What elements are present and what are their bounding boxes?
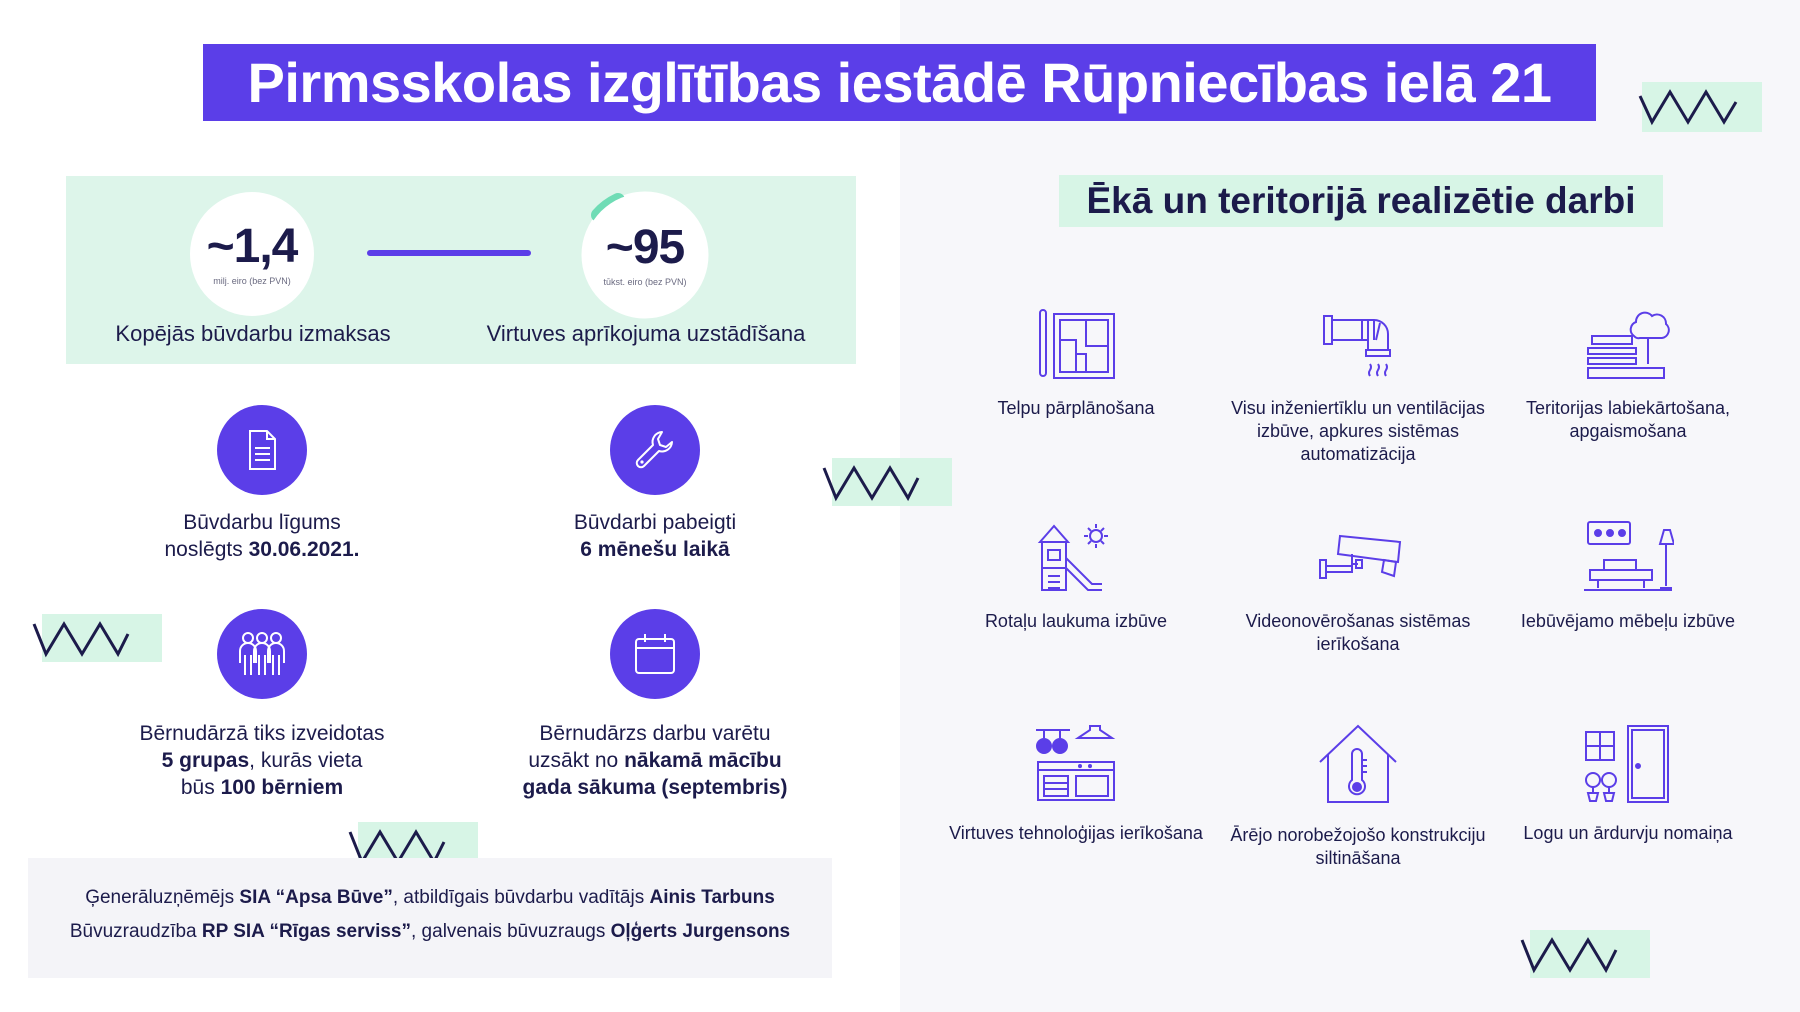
kitchen-icon xyxy=(1036,725,1116,801)
works-section-title-banner: Ēkā un teritorijā realizētie darbi xyxy=(1059,175,1663,227)
total-cost-circle: ~1,4 milj. eiro (bez PVN) xyxy=(190,192,314,316)
page-title: Pirmsskolas izglītības iestādē Rūpniecīb… xyxy=(247,51,1552,114)
playground-icon xyxy=(1037,524,1108,591)
work-label-landscaping: Teritorijas labiekārtošana, apgaismošana xyxy=(1525,398,1731,441)
work-label-kitchen: Virtuves tehnoloģijas ierīkošana xyxy=(949,823,1203,843)
total-cost-label: Kopējās būvdarbu izmaksas xyxy=(115,321,391,346)
furniture-icon xyxy=(1584,521,1674,591)
work-label-furniture: Iebūvējamo mēbeļu izbūve xyxy=(1520,611,1736,631)
page-title-banner: Pirmsskolas izglītības iestādē Rūpniecīb… xyxy=(203,44,1596,121)
work-label-playground: Rotaļu laukuma izbūve xyxy=(984,611,1168,631)
window-door-icon xyxy=(1585,725,1669,803)
ventilation-duct-icon xyxy=(1323,315,1391,377)
supervision-credit: Būvuzraudzība RP SIA “Rīgas serviss”, ga… xyxy=(69,921,791,942)
kitchen-cost-label: Virtuves aprīkojuma uzstādīšana xyxy=(486,321,806,346)
kitchen-cost-circle: ~95 tūkst. eiro (bez PVN) xyxy=(583,193,707,317)
contract-fact-text: Būvdarbu līgums noslēgts 30.06.2021. xyxy=(164,511,360,561)
work-label-ventilation: Visu inženiertīklu un ventilācijas izbūv… xyxy=(1231,398,1485,464)
house-thermometer-icon xyxy=(1319,724,1397,803)
start-date-fact-text: Bērnudārzs darbu varētu uzsākt no nākamā… xyxy=(522,722,788,799)
kitchen-cost-value: ~95 xyxy=(605,220,685,274)
work-label-camera: Videonovērošanas sistēmas ierīkošana xyxy=(1245,611,1471,654)
duration-fact-icon-circle xyxy=(610,405,700,495)
start-date-fact-icon-circle xyxy=(610,609,700,699)
security-camera-icon xyxy=(1319,534,1402,579)
duration-fact-text: Būvdarbi pabeigti 6 mēnešu laikā xyxy=(573,511,737,561)
wrench-icon xyxy=(635,431,673,469)
zigzag-decoration xyxy=(32,612,162,669)
groups-fact-text: Bērnudārzā tiks izveidotas 5 grupas, kur… xyxy=(139,722,385,799)
total-cost-unit: milj. eiro (bez PVN) xyxy=(213,275,291,286)
people-icon xyxy=(239,632,285,675)
contractor-credit: Ģenerāluzņēmējs SIA “Apsa Būve”, atbildī… xyxy=(85,887,775,908)
work-label-windows: Logu un ārdurvju nomaiņa xyxy=(1523,823,1733,843)
zigzag-decoration xyxy=(822,456,952,513)
zigzag-decoration xyxy=(1520,928,1650,985)
zigzag-decoration xyxy=(1638,82,1764,137)
works-section-title: Ēkā un teritorijā realizētie darbi xyxy=(1086,180,1636,221)
calendar-icon xyxy=(635,634,675,674)
credits-box: Ģenerāluzņēmējs SIA “Apsa Būve”, atbildī… xyxy=(28,858,832,978)
document-icon xyxy=(249,430,276,470)
kitchen-cost-unit: tūkst. eiro (bez PVN) xyxy=(603,276,687,287)
park-bench-tree-icon xyxy=(1587,311,1670,379)
contract-fact-icon-circle xyxy=(217,405,307,495)
cost-connector-line xyxy=(367,250,531,256)
work-label-floor-plan: Telpu pārplānošana xyxy=(997,398,1155,418)
work-label-insulation: Ārējo norobežojošo konstrukciju siltināš… xyxy=(1230,825,1486,868)
total-cost-value: ~1,4 xyxy=(206,219,299,273)
groups-fact-icon-circle xyxy=(217,609,307,699)
right-panel-background xyxy=(900,0,1800,1012)
floor-plan-icon xyxy=(1039,309,1115,379)
